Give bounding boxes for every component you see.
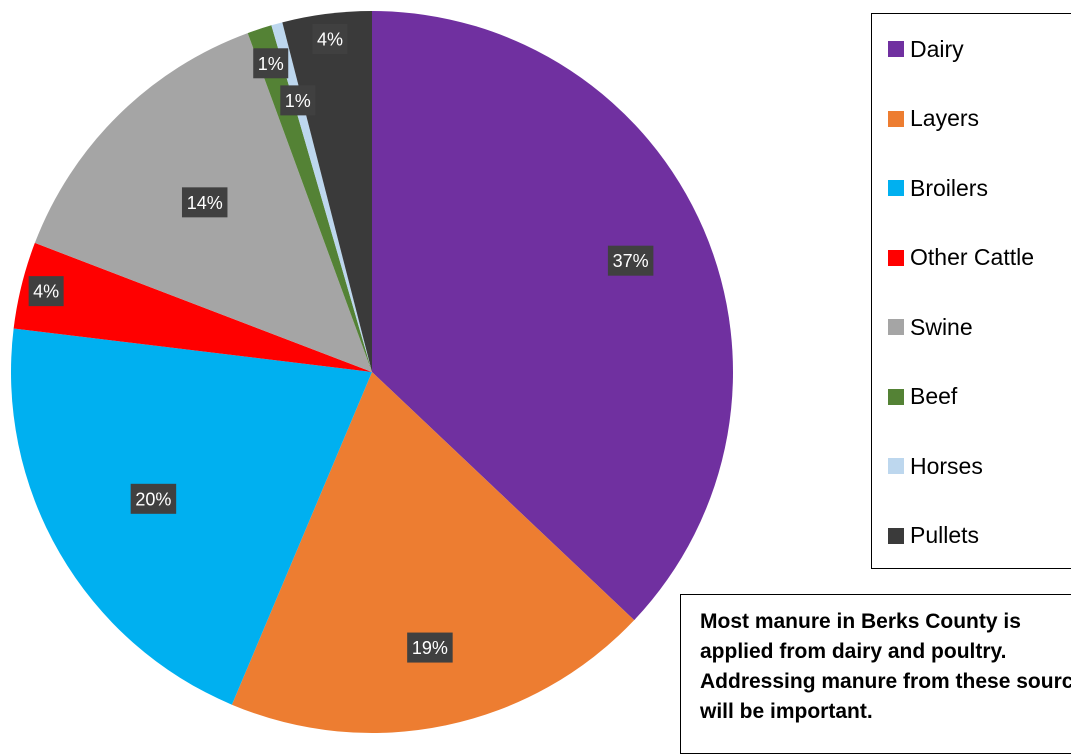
svg-text:4%: 4% xyxy=(33,282,59,302)
pie-slice-beef xyxy=(247,25,372,373)
pie-slice-other-cattle xyxy=(13,242,372,372)
legend-item-horses: Horses xyxy=(888,451,983,481)
data-label-swine: 14% xyxy=(181,187,228,218)
legend-item-layers: Layers xyxy=(888,104,979,134)
legend: Dairy Layers Broilers Other Cattle Swine Beef… xyxy=(871,13,1071,569)
data-label-other-cattle: 4% xyxy=(28,276,64,307)
svg-text:1%: 1% xyxy=(285,91,311,111)
legend-label: Broilers xyxy=(910,174,988,201)
legend-swatch xyxy=(888,180,904,196)
pie-slice-layers xyxy=(231,372,635,733)
legend-item-pullets: Pullets xyxy=(888,521,979,551)
legend-label: Swine xyxy=(910,313,973,340)
legend-item-beef: Beef xyxy=(888,382,957,412)
data-label-layers: 19% xyxy=(407,632,453,663)
legend-item-dairy: Dairy xyxy=(888,34,964,64)
legend-swatch xyxy=(888,458,904,474)
data-label-pullets: 4% xyxy=(312,23,348,54)
legend-label: Pullets xyxy=(910,522,980,548)
data-label-horses: 1% xyxy=(280,85,316,116)
legend-swatch xyxy=(888,388,904,405)
svg-text:19%: 19% xyxy=(412,638,448,658)
legend-swatch xyxy=(888,527,904,544)
legend-item-broilers: Broilers xyxy=(888,173,988,203)
legend-item-other-cattle: Other Cattle xyxy=(888,243,1034,273)
svg-text:4%: 4% xyxy=(317,29,343,49)
data-label-broilers: 20% xyxy=(130,483,177,514)
svg-text:37%: 37% xyxy=(613,251,649,271)
annotation-text: Most manure in Berks County is applied f… xyxy=(700,610,1071,723)
legend-label: Layers xyxy=(910,105,980,131)
legend-label: Other Cattle xyxy=(910,244,1034,270)
data-label-dairy: 37% xyxy=(607,245,654,276)
svg-text:1%: 1% xyxy=(258,54,284,74)
legend-swatch xyxy=(888,249,904,266)
legend-swatch xyxy=(888,110,904,127)
svg-text:20%: 20% xyxy=(135,489,171,509)
svg-text:14%: 14% xyxy=(187,193,223,213)
annotation-box: Most manure in Berks County is applied f… xyxy=(680,594,1071,754)
pie-slice-broilers xyxy=(11,328,373,705)
legend-label: Dairy xyxy=(910,35,964,62)
legend-item-swine: Swine xyxy=(888,312,973,342)
legend-swatch xyxy=(888,41,904,57)
pie-slice-dairy xyxy=(372,11,733,621)
legend-swatch xyxy=(888,319,904,335)
data-label-beef: 1% xyxy=(253,48,289,79)
legend-label: Beef xyxy=(910,383,958,409)
legend-label: Horses xyxy=(910,452,983,479)
pie-chart: 37% 19% 20% 4% 14% 1%1% 4% xyxy=(11,11,733,733)
